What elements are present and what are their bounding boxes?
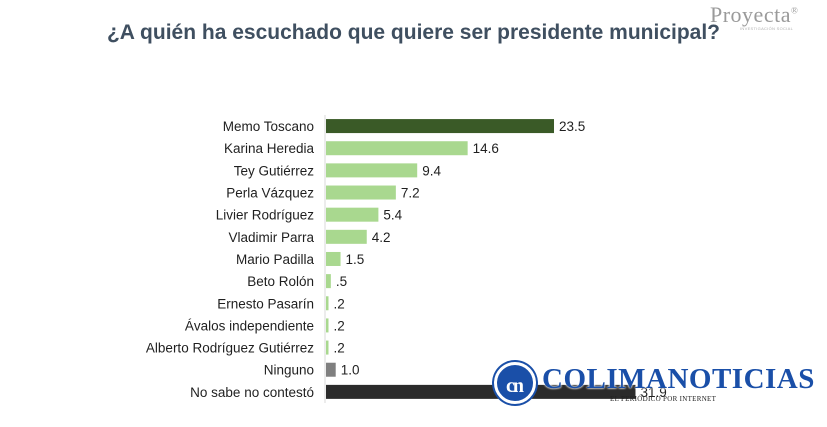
data-label: 9.4 [422,163,441,178]
category-label: Perla Vázquez [226,186,314,201]
category-label: Livier Rodríguez [216,208,315,223]
data-label: 1.0 [341,363,360,378]
proyecta-tagline: INVESTIGACIÓN SOCIAL [740,26,794,31]
category-label: Ernesto Pasarín [217,296,314,311]
watermark-tagline: EL PERIÓDICO POR INTERNET [610,395,717,403]
data-label: 1.5 [346,252,365,267]
bar [326,384,636,399]
data-label: 7.2 [401,186,420,201]
bar [326,141,468,156]
category-label: No sabe no contestó [190,385,314,400]
bar [326,340,329,355]
category-label: Beto Rolón [247,274,314,289]
watermark-logo-letters: cn [506,375,524,397]
bar [326,229,367,244]
data-label: 14.6 [473,141,499,156]
bar [326,163,418,178]
data-label: .2 [334,296,345,311]
data-label: 23.5 [559,119,585,134]
proyecta-logo: Proyecta® [710,2,798,28]
bar [326,296,329,311]
category-label: Mario Padilla [236,252,315,267]
bar [326,274,331,289]
category-label: Alberto Rodríguez Gutiérrez [146,341,314,356]
bar [326,318,329,333]
data-label: .5 [336,274,347,289]
category-label: Memo Toscano [223,119,314,134]
registered-mark: ® [790,5,799,16]
data-label: 31.9 [641,385,667,400]
proyecta-logo-text: Proyecta [710,2,791,27]
bar [326,207,379,222]
data-label: 5.4 [383,208,402,223]
data-label: .2 [334,318,345,333]
category-label: Vladimir Parra [228,230,314,245]
bar [326,251,341,266]
data-label: 4.2 [372,230,391,245]
bar [326,185,396,200]
category-label: Ninguno [264,363,314,378]
colimanoticias-watermark: cn COLIMANOTICIAS EL PERIÓDICO POR INTER… [494,362,814,406]
chart-title: ¿A quién ha escuchado que quiere ser pre… [0,18,827,48]
colimanoticias-logo-icon: cn [494,362,536,404]
category-label: Ávalos independiente [185,318,314,333]
chart-title-text: ¿A quién ha escuchado que quiere ser pre… [106,21,721,44]
watermark-name: COLIMANOTICIAS [542,363,815,395]
category-label: Tey Gutiérrez [234,163,315,178]
data-label: .2 [334,341,345,356]
category-label: Karina Heredia [224,141,315,156]
bar [326,119,555,134]
bar [326,362,336,377]
